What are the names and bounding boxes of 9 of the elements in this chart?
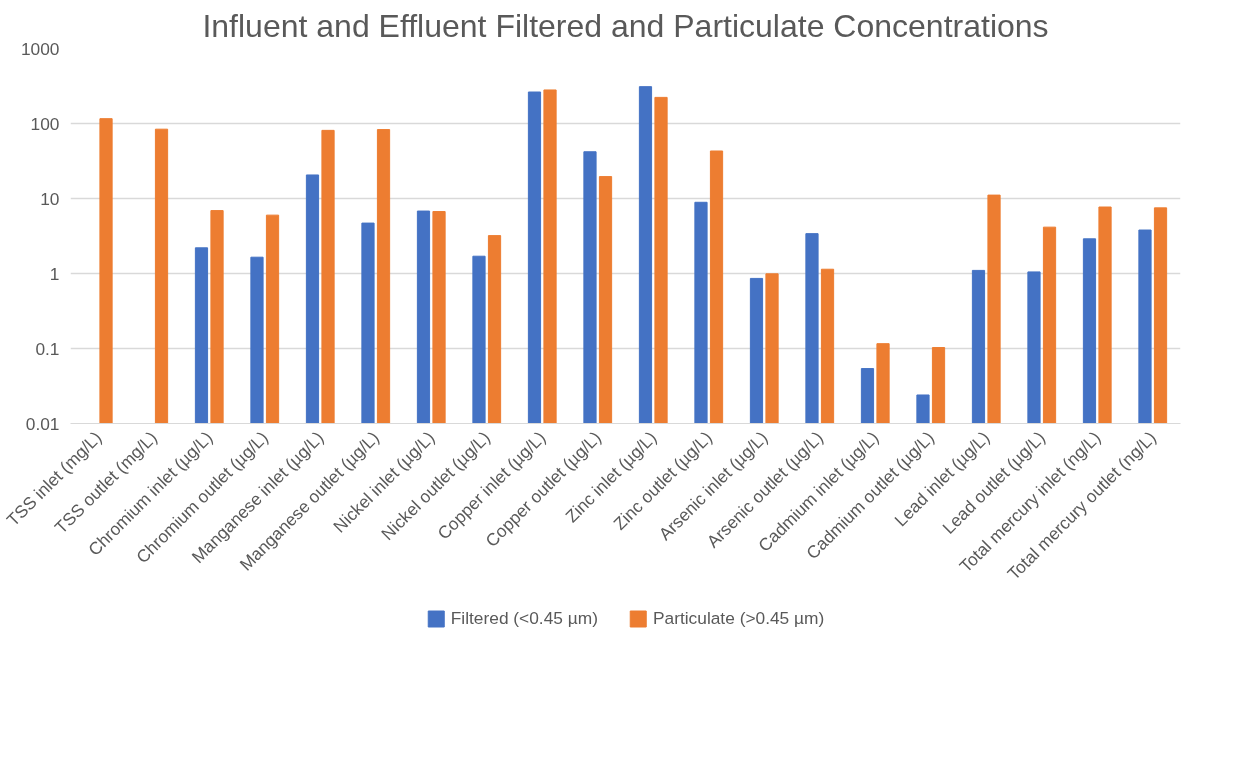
y-tick-label: 100 [30,113,60,134]
y-tick-label: 0.01 [25,413,60,434]
chart-title: Influent and Effluent Filtered and Particulate Concentrations [202,7,1049,44]
legend-label: Particulate (>0.45 µm) [652,607,825,629]
y-tick-label: 0.1 [35,338,60,359]
y-tick-label: 1000 [20,38,60,59]
y-tick-label: 1 [49,263,60,284]
y-tick-label: 10 [40,188,60,209]
legend-label: Filtered (<0.45 µm) [450,607,598,629]
